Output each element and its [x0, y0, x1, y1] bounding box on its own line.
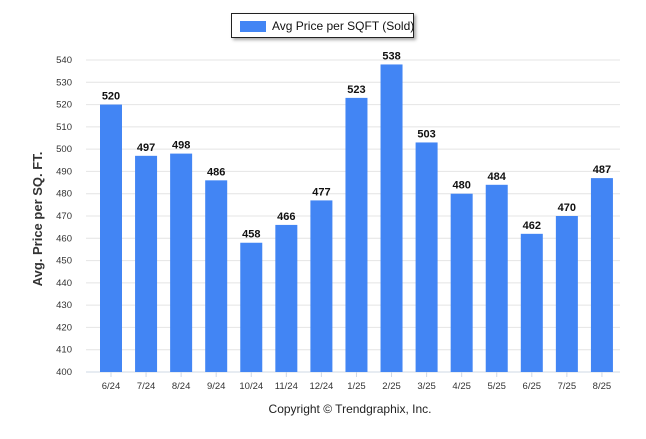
bar: [310, 200, 333, 372]
y-tick-label: 480: [56, 189, 72, 200]
y-tick-label: 410: [56, 345, 72, 356]
x-tick-label: 6/24: [102, 381, 121, 392]
bar-value-label: 484: [488, 171, 507, 183]
bar-value-label: 498: [172, 140, 190, 152]
y-tick-label: 430: [56, 300, 72, 311]
bar-value-label: 470: [558, 202, 576, 214]
legend-swatch: [240, 21, 266, 32]
bar: [135, 155, 158, 372]
x-tick-label: 1/25: [347, 381, 366, 392]
y-tick-label: 460: [56, 233, 72, 244]
bar-value-label: 486: [207, 166, 225, 178]
bar: [345, 97, 368, 372]
x-tick-label: 4/25: [452, 381, 471, 392]
x-tick-label: 7/24: [137, 381, 156, 392]
bar: [275, 224, 298, 372]
x-tick-label: 8/25: [593, 381, 612, 392]
bars: [100, 64, 613, 373]
bar: [240, 242, 263, 372]
x-tick-label: 6/25: [523, 381, 542, 392]
x-tick-label: 9/24: [207, 381, 226, 392]
bar-value-label: 538: [382, 50, 400, 62]
x-tick-label: 10/24: [239, 381, 263, 392]
bar: [415, 142, 438, 372]
bar: [170, 153, 193, 372]
x-tick-label: 2/25: [382, 381, 401, 392]
bar-value-label: 458: [242, 229, 260, 241]
bar: [100, 104, 122, 373]
bar-value-label: 523: [347, 84, 365, 96]
data-labels: 520 497 498 486 458 466 477 523 538 503 480 484 462 4…: [102, 50, 611, 240]
x-tick-label: 12/24: [310, 381, 334, 392]
bar: [555, 216, 578, 372]
legend-label: Avg Price per SQFT (Sold): [272, 19, 415, 33]
y-tick-label: 450: [56, 256, 72, 267]
x-tick-label: 7/25: [558, 381, 577, 392]
bar-value-label: 503: [417, 128, 435, 140]
x-tick-label: 8/24: [172, 381, 191, 392]
y-tick-label: 520: [56, 100, 72, 111]
y-tick-label: 540: [56, 55, 72, 66]
y-tick-label: 500: [56, 144, 72, 155]
bar: [590, 178, 613, 372]
y-tick-label: 400: [56, 367, 72, 378]
bar-value-label: 462: [523, 220, 541, 232]
bar: [520, 233, 543, 372]
x-tick-label: 5/25: [487, 381, 506, 392]
y-tick-label: 510: [56, 122, 72, 133]
bar-value-label: 497: [137, 142, 155, 154]
y-tick-label: 470: [56, 211, 72, 222]
x-tick-label: 3/25: [417, 381, 436, 392]
bar: [205, 180, 228, 372]
bar-value-label: 487: [593, 164, 611, 176]
bar-value-label: 520: [102, 91, 120, 103]
copyright-text: Copyright © Trendgraphix, Inc.: [269, 402, 432, 416]
bar-value-label: 477: [312, 186, 330, 198]
bar: [485, 184, 508, 372]
bar-value-label: 466: [277, 211, 295, 223]
y-tick-label: 490: [56, 166, 72, 177]
bar: [450, 193, 473, 372]
x-tick-label: 11/24: [275, 381, 298, 392]
bar: [380, 64, 403, 372]
y-tick-label: 530: [56, 77, 72, 88]
y-tick-label: 420: [56, 322, 72, 333]
bar-value-label: 480: [452, 180, 470, 192]
legend: Avg Price per SQFT (Sold): [231, 13, 414, 38]
y-tick-label: 440: [56, 278, 72, 289]
y-axis-title: Avg. Price per SQ. FT.: [30, 152, 45, 287]
